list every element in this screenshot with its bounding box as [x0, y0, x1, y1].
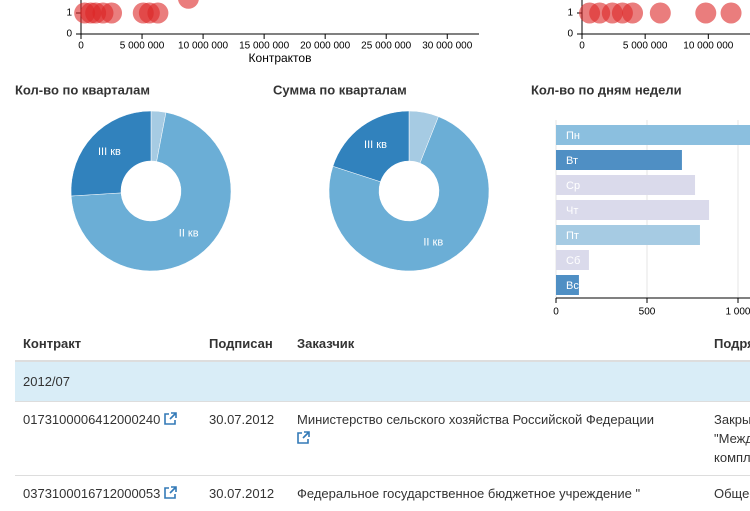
y-tick-label: 1 [66, 8, 72, 19]
chart-title: Кол-во по дням недели [531, 82, 682, 97]
external-link[interactable] [297, 431, 310, 444]
x-tick-label: 30 000 000 [422, 41, 472, 52]
bubble [178, 0, 199, 9]
y-tick-label: 1 [567, 8, 573, 19]
table-wrap: Контракт Подписан Заказчик Подрядчик 201… [15, 326, 750, 511]
external-link[interactable] [164, 486, 177, 499]
signed-date: 30.07.2012 [201, 476, 289, 511]
bubble [147, 3, 168, 24]
bubble [101, 3, 122, 24]
x-tick-label: 10 000 000 [178, 41, 228, 52]
x-tick-label: 25 000 000 [361, 41, 411, 52]
x-tick-label: 0 [78, 41, 84, 52]
contract-number: 0373100016712000053 [23, 486, 160, 501]
column-header[interactable]: Контракт [15, 326, 201, 361]
bubble [721, 3, 742, 24]
x-tick-label: 15 000 000 [239, 41, 289, 52]
bubble [650, 3, 671, 24]
slice-label: III кв [98, 146, 121, 158]
header-row: Контракт Подписан Заказчик Подрядчик [15, 326, 750, 361]
y-tick-label: 0 [66, 29, 72, 40]
bubble [622, 3, 643, 24]
x-tick-label: 0 [553, 307, 559, 318]
x-tick-label: 20 000 000 [300, 41, 350, 52]
row: 0373100016712000053 30.07.2012 Федеральн… [15, 476, 750, 511]
row: 0173100006412000240 30.07.2012 Министерс… [15, 402, 750, 476]
column-header[interactable]: Заказчик [289, 326, 706, 361]
slice-label: II кв [179, 228, 199, 240]
bar-label: Вс [566, 280, 579, 292]
bar-label: Сб [566, 255, 580, 267]
contract-number: 0173100006412000240 [23, 412, 160, 427]
bar-label: Пн [566, 130, 580, 142]
x-tick-label: 0 [579, 41, 585, 52]
bubble [695, 3, 716, 24]
customer: Министерство сельского хозяйства Российс… [297, 412, 654, 427]
bar-label: Чт [566, 205, 578, 217]
x-tick-label: 1 000 [725, 307, 750, 318]
group-row: 2012/07 [15, 361, 750, 402]
x-axis-label: Контрактов [249, 51, 312, 65]
slice-label: III кв [364, 139, 387, 151]
bar-label: Ср [566, 180, 580, 192]
slice-label: II кв [423, 236, 443, 248]
y-tick-label: 0 [567, 29, 573, 40]
contractor: Закрытое "Международный комплекс [714, 410, 750, 467]
contracts-table: Контракт Подписан Заказчик Подрядчик 201… [15, 326, 750, 511]
external-link[interactable] [164, 412, 177, 425]
chart-title: Сумма по кварталам [273, 82, 407, 97]
x-tick-label: 500 [639, 307, 656, 318]
contractor: Общество [706, 476, 750, 511]
x-tick-label: 10 000 000 [683, 41, 733, 52]
bar-label: Вт [566, 155, 578, 167]
signed-date: 30.07.2012 [201, 402, 289, 476]
bar [556, 200, 709, 220]
customer: Федеральное государственное бюджетное уч… [289, 476, 706, 511]
x-tick-label: 5 000 000 [623, 41, 668, 52]
bar-label: Пт [566, 230, 579, 242]
column-header[interactable]: Подписан [201, 326, 289, 361]
column-header[interactable]: Подрядчик [706, 326, 750, 361]
x-tick-label: 5 000 000 [120, 41, 165, 52]
group-label: 2012/07 [15, 361, 750, 402]
chart-title: Кол-во по кварталам [15, 82, 150, 97]
bar [556, 125, 750, 145]
